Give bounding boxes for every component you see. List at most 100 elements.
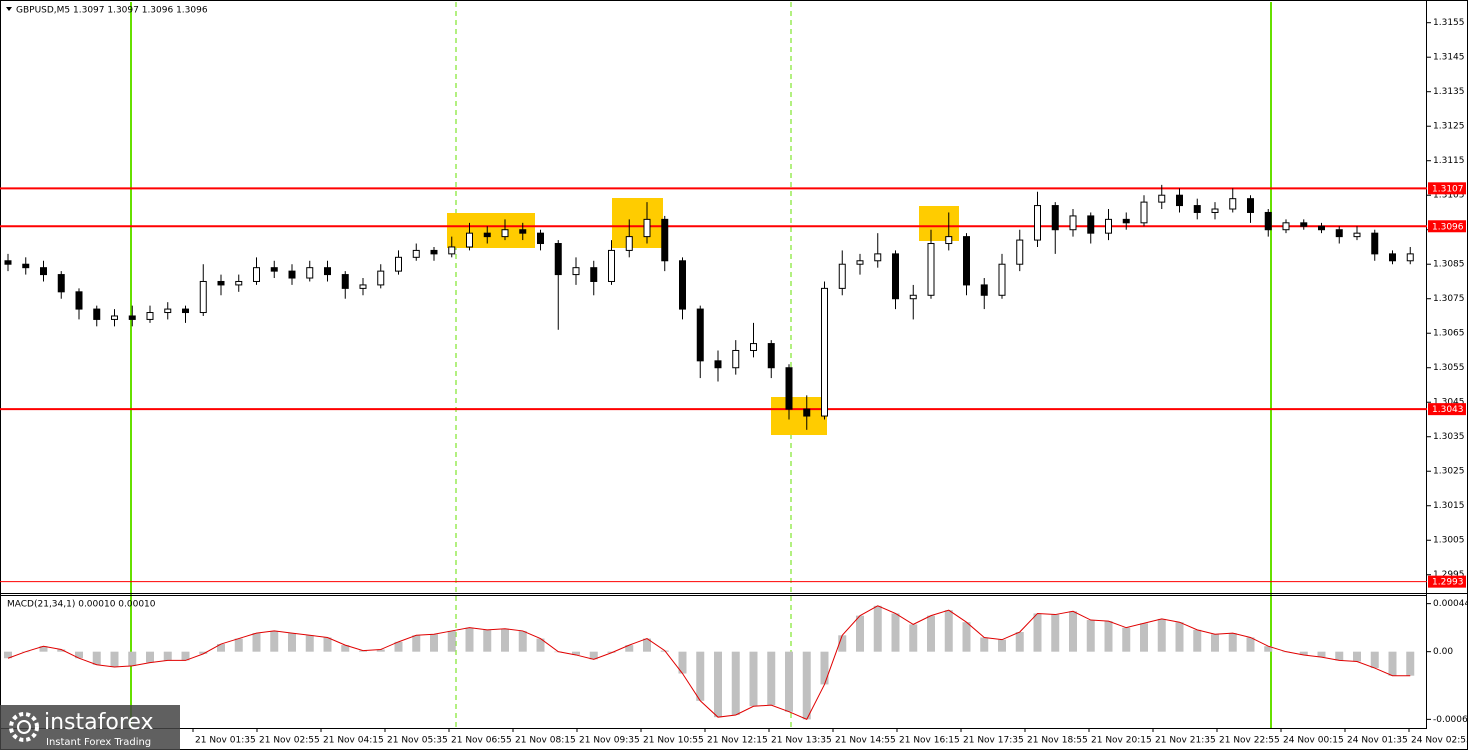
candle-body <box>182 308 189 314</box>
candle-body <box>998 263 1006 296</box>
x-tick-label: 21 Nov 14:55 <box>835 736 896 746</box>
y-tick-label: 1.3075 <box>1433 294 1465 304</box>
candle-body <box>288 270 296 279</box>
candle-body <box>980 284 988 296</box>
logo-name: instaforex <box>44 710 154 735</box>
macd-bar <box>1299 651 1308 655</box>
candle-body <box>696 308 704 362</box>
candle-body <box>1211 208 1219 213</box>
macd-bar <box>1353 651 1361 662</box>
level-label: 1.3096 <box>1432 222 1464 232</box>
macd-bar <box>1264 646 1273 652</box>
y-tick-label: 1.3045 <box>1433 398 1465 408</box>
candle-body <box>803 408 811 417</box>
y-tick-label: 1.3085 <box>1433 260 1465 270</box>
macd-bar <box>359 650 367 652</box>
candle-body <box>1406 253 1414 262</box>
candle-body <box>572 267 580 276</box>
macd-bar <box>944 610 953 652</box>
macd-bar <box>1157 618 1166 652</box>
signal-line <box>7 605 1411 721</box>
x-tick-label: 21 Nov 09:35 <box>579 736 640 746</box>
macd-bar <box>518 630 527 652</box>
macd-bar <box>1069 611 1077 652</box>
candle-body <box>821 287 828 417</box>
candle-body <box>963 236 970 286</box>
candle-body <box>750 343 757 351</box>
candle-body <box>1247 198 1254 213</box>
candle-body <box>1264 211 1272 231</box>
macd-bar <box>57 649 66 652</box>
macd-bar <box>1317 651 1326 658</box>
candle-body <box>1193 205 1201 213</box>
candle-body <box>430 249 438 255</box>
candle-body <box>324 267 331 276</box>
macd-bar <box>856 615 864 652</box>
macd-bar <box>838 635 847 652</box>
x-tick-label: 21 Nov 22:55 <box>1219 736 1280 746</box>
candle-body <box>1069 215 1077 231</box>
macd-bar <box>678 651 687 674</box>
candle-body <box>1371 232 1379 255</box>
macd-bar <box>1104 621 1113 652</box>
level-tag <box>1428 220 1466 233</box>
macd-bar <box>501 628 509 652</box>
macd-bar <box>607 651 616 653</box>
macd-bar <box>163 651 172 661</box>
candle-body <box>217 280 225 286</box>
macd-bar <box>270 630 279 652</box>
candle-body <box>1282 222 1290 231</box>
candle-body <box>1140 201 1148 224</box>
candle-body <box>306 267 314 279</box>
candle-body <box>93 308 101 320</box>
candle-body <box>679 260 686 310</box>
candle-body <box>1105 218 1112 234</box>
macd-bar <box>75 651 83 659</box>
macd-bar <box>447 630 456 652</box>
macd-bar <box>643 638 651 652</box>
macd-bar <box>1228 633 1237 652</box>
y-tick-label: 1.3025 <box>1433 467 1465 477</box>
y-tick-label: 0.00044 <box>1433 599 1468 609</box>
level-label: 1.3107 <box>1432 184 1464 194</box>
macd-bar <box>625 645 634 652</box>
candle-body <box>1051 205 1059 231</box>
macd-bar <box>146 651 154 663</box>
y-tick-label: 1.3015 <box>1433 501 1465 511</box>
candle-body <box>199 280 207 314</box>
candle-body <box>537 232 544 245</box>
y-tick-label: 1.3135 <box>1433 87 1465 97</box>
x-tick-label: 21 Nov 17:35 <box>963 736 1024 746</box>
macd-bar <box>572 651 580 655</box>
y-tick-label: 1.3065 <box>1433 329 1465 339</box>
macd-bar <box>1051 614 1060 652</box>
x-tick-label: 24 Nov 01:35 <box>1347 736 1408 746</box>
candle-body <box>448 246 456 255</box>
x-tick-label: 21 Nov 06:55 <box>451 736 512 746</box>
macd-bar <box>4 651 12 659</box>
candle-body <box>146 312 154 320</box>
macd-bar <box>483 629 492 652</box>
candle-body <box>785 367 793 410</box>
candle-body <box>395 256 402 272</box>
candle-body <box>945 236 953 245</box>
candle-body <box>235 280 243 286</box>
macd-bar <box>288 633 296 652</box>
x-tick-label: 21 Nov 04:15 <box>323 736 384 746</box>
macd-bar <box>199 651 208 654</box>
candle-body <box>377 270 385 286</box>
x-tick-label: 24 Nov 02:55 <box>1411 736 1468 746</box>
candle-body <box>892 253 899 300</box>
level-tag <box>1428 575 1466 588</box>
candle-body <box>714 360 722 369</box>
macd-bar <box>731 651 740 715</box>
candle-body <box>1300 222 1308 227</box>
highlight-box <box>612 198 663 248</box>
candle-body <box>1335 229 1343 238</box>
x-tick-label: 21 Nov 08:15 <box>515 736 576 746</box>
candle-body <box>590 267 598 282</box>
candle-body <box>1353 232 1361 238</box>
candle-body <box>412 249 420 258</box>
level-tag <box>1428 182 1466 195</box>
x-tick-label: 21 Nov 10:55 <box>643 736 704 746</box>
